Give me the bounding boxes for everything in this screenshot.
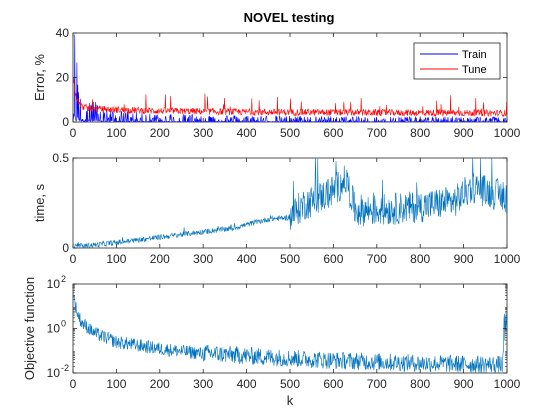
x-tick-label: 100 — [106, 377, 126, 391]
chart-title: NOVEL testing — [244, 10, 335, 25]
y-tick-exponent: -2 — [61, 363, 69, 373]
series-line-tune — [73, 77, 507, 118]
x-tick-label: 0 — [70, 377, 77, 391]
legend-label: Tune — [462, 64, 487, 76]
x-tick-label: 0 — [70, 252, 77, 266]
y-tick-label: 0 — [62, 115, 69, 129]
y-tick-label: 0 — [62, 241, 69, 255]
x-tick-label: 100 — [106, 126, 126, 140]
y-axis-label: time, s — [32, 183, 47, 222]
x-tick-label: 600 — [323, 252, 343, 266]
x-tick-label: 900 — [454, 377, 474, 391]
x-tick-label: 200 — [150, 126, 170, 140]
x-tick-label: 300 — [193, 377, 213, 391]
x-tick-label: 500 — [280, 126, 300, 140]
x-tick-label: 800 — [410, 377, 430, 391]
x-tick-label: 900 — [454, 126, 474, 140]
x-tick-label: 0 — [70, 126, 77, 140]
x-tick-label: 800 — [410, 126, 430, 140]
y-axis-label: Error, % — [32, 54, 47, 101]
x-tick-label: 800 — [410, 252, 430, 266]
legend-box — [413, 42, 501, 80]
x-tick-label: 200 — [150, 377, 170, 391]
y-tick-exponent: 2 — [61, 274, 66, 284]
x-tick-label: 500 — [280, 252, 300, 266]
x-tick-label: 400 — [237, 377, 257, 391]
x-tick-label: 700 — [367, 126, 387, 140]
x-tick-label: 600 — [323, 126, 343, 140]
x-tick-label: 300 — [193, 252, 213, 266]
x-tick-label: 400 — [237, 126, 257, 140]
x-tick-label: 1000 — [494, 126, 521, 140]
x-tick-label: 400 — [237, 252, 257, 266]
legend-label: Train — [462, 49, 487, 61]
x-tick-label: 700 — [367, 377, 387, 391]
x-tick-label: 500 — [280, 377, 300, 391]
y-tick-label: 20 — [56, 71, 70, 85]
y-tick-label: 10 — [47, 366, 61, 380]
series-line-2-0 — [73, 294, 507, 373]
series-line-1-0 — [73, 158, 507, 248]
x-tick-label: 600 — [323, 377, 343, 391]
legend: Train Tune — [413, 42, 501, 80]
y-tick-label: 0.5 — [52, 151, 69, 165]
y-axis-label: Objective function — [22, 277, 37, 380]
x-tick-label: 900 — [454, 252, 474, 266]
x-tick-label: 1000 — [494, 377, 521, 391]
time-panel: 0 100 200 300 400 500 600 700 800 900 1000 0 0.5 time… — [32, 151, 521, 266]
x-tick-label: 200 — [150, 252, 170, 266]
error-panel: 0 100 200 300 400 500 600 700 800 900 1000 0 20 40 Err… — [32, 26, 521, 140]
y-tick-label: 40 — [56, 26, 70, 40]
y-tick-label: 10 — [47, 322, 61, 336]
y-tick-exponent: 0 — [61, 319, 66, 329]
x-tick-label: 100 — [106, 252, 126, 266]
x-tick-label: 700 — [367, 252, 387, 266]
x-axis-label: k — [287, 393, 294, 408]
x-tick-label: 1000 — [494, 252, 521, 266]
y-tick-label: 10 — [47, 277, 61, 291]
x-tick-label: 300 — [193, 126, 213, 140]
